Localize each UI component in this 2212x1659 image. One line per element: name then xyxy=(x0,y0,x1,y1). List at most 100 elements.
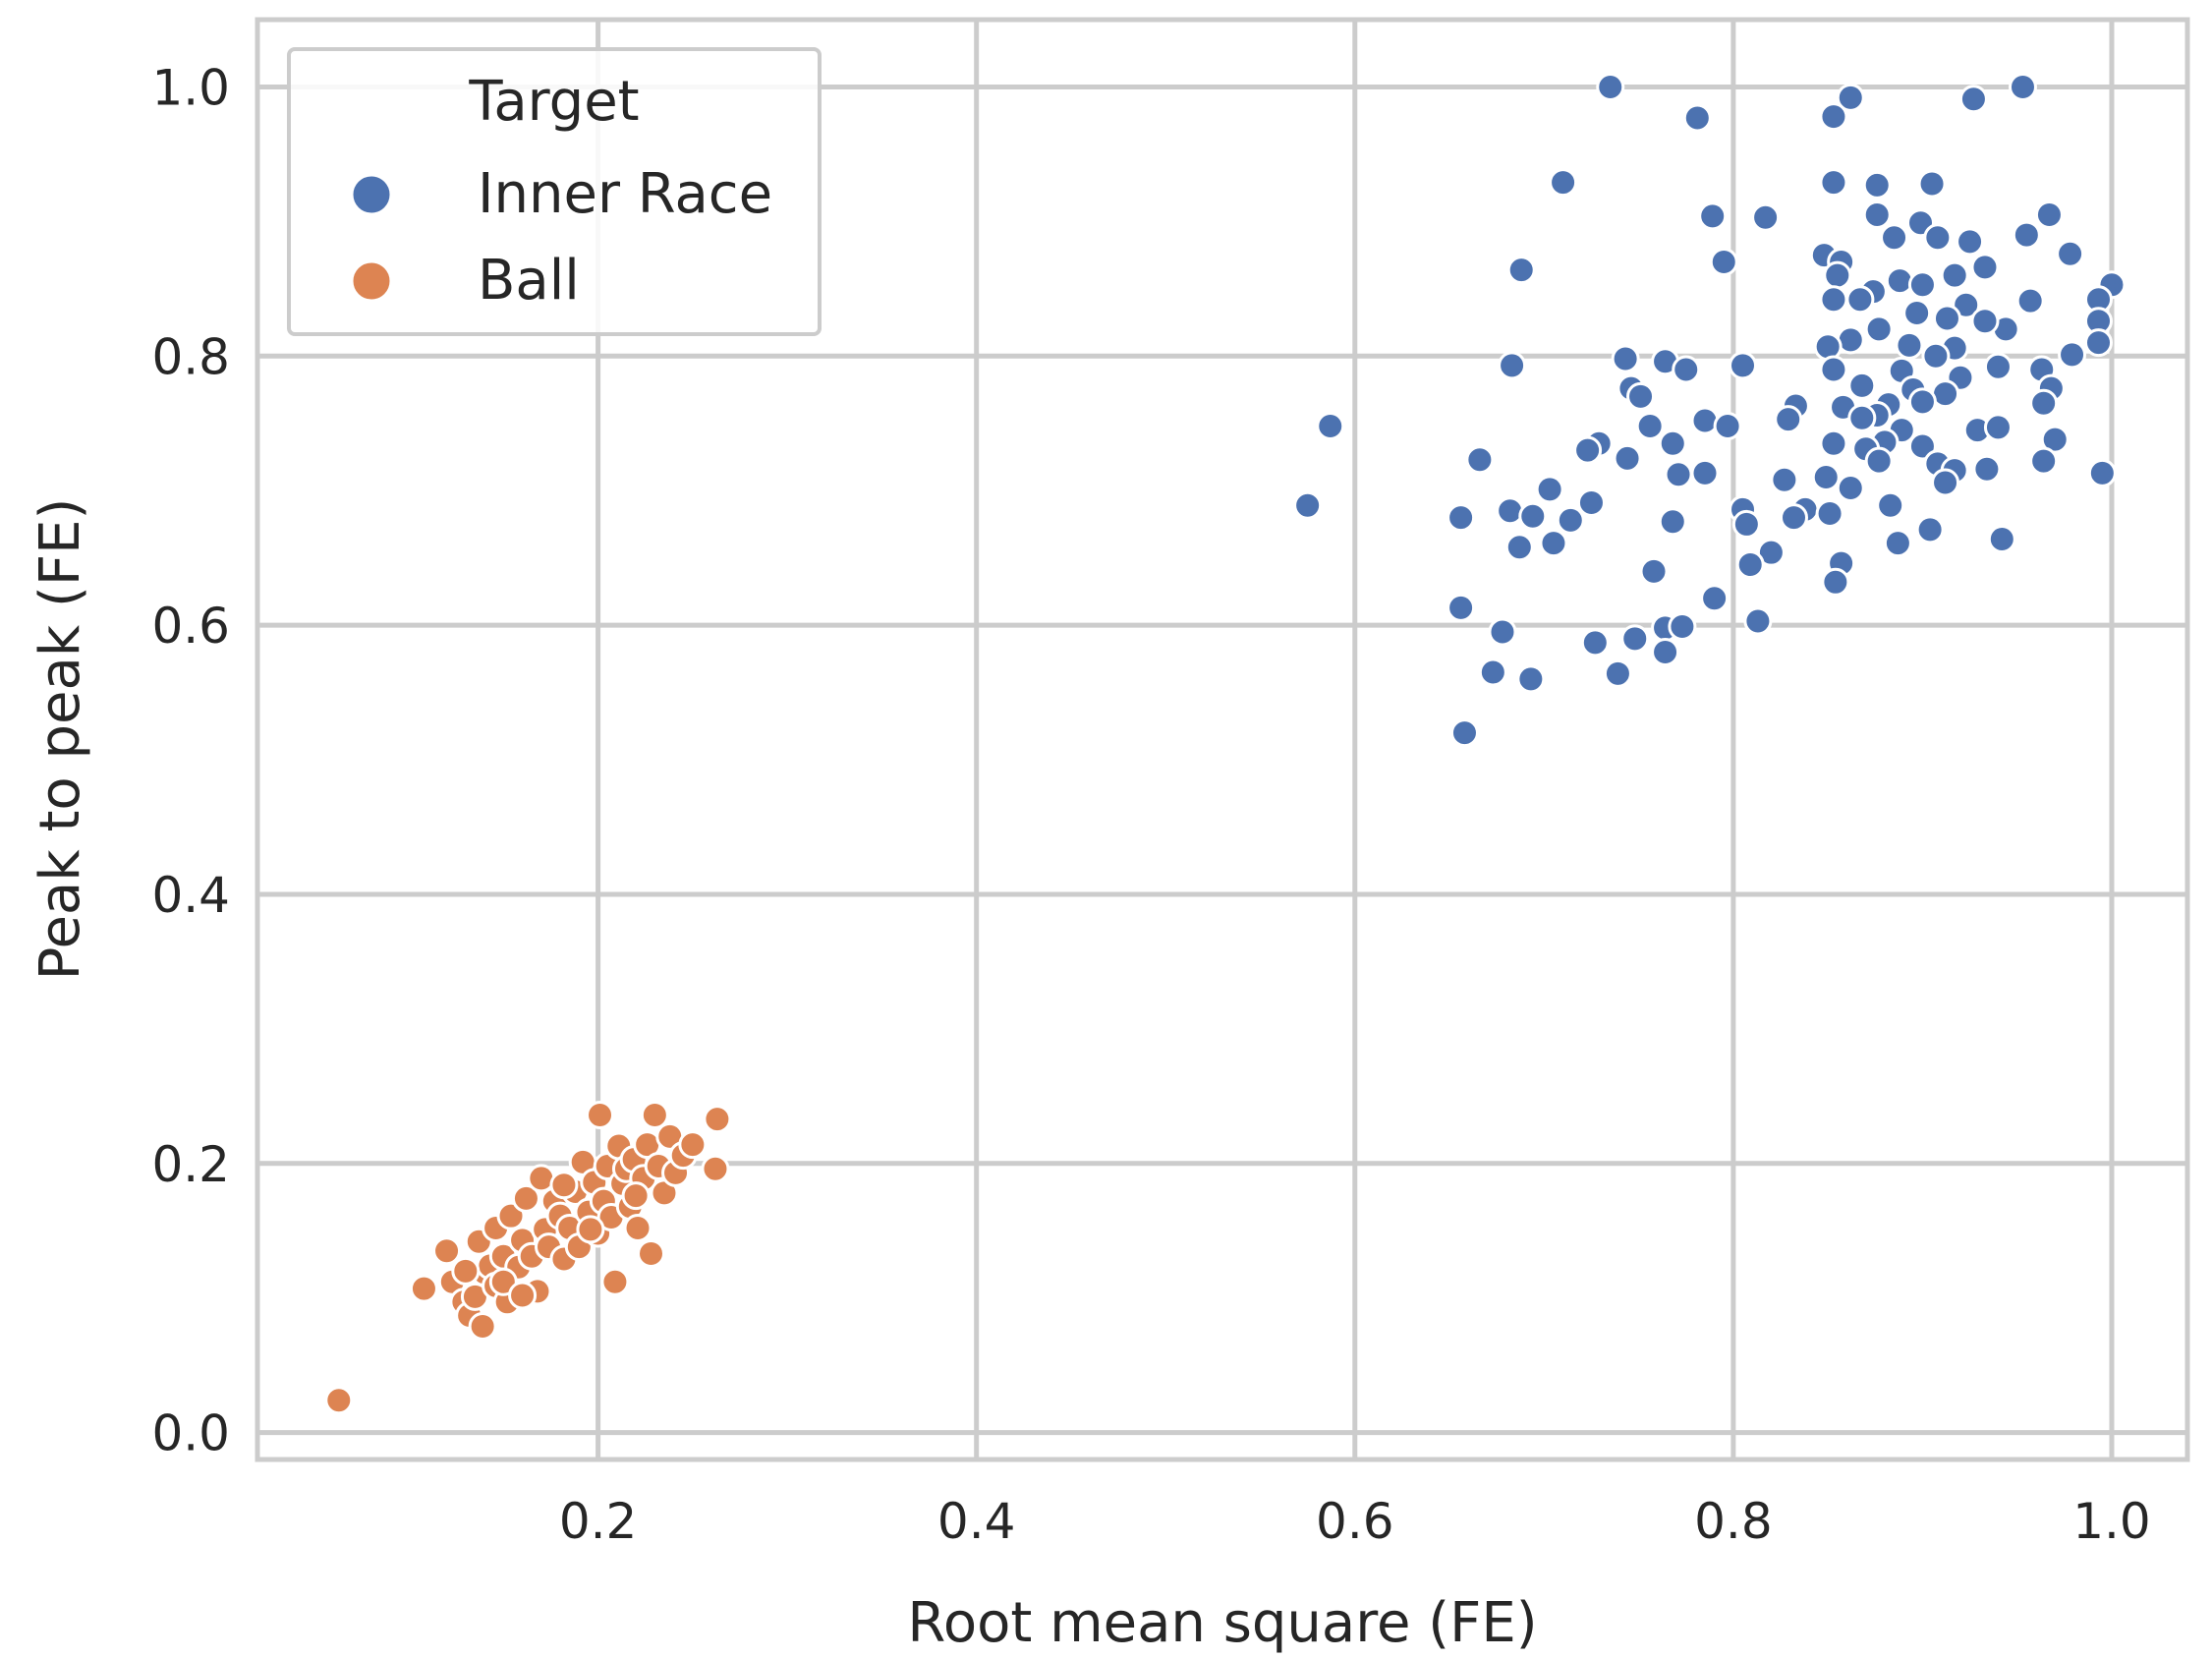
data-points xyxy=(324,72,2127,1415)
point-ball xyxy=(637,1239,666,1269)
point-inner-race xyxy=(1880,223,1909,253)
point-inner-race xyxy=(1449,718,1479,748)
point-inner-race xyxy=(1847,371,1877,400)
y-tick-label: 0.4 xyxy=(151,867,230,924)
point-inner-race xyxy=(1845,285,1875,315)
point-inner-race xyxy=(1819,168,1848,198)
point-inner-race xyxy=(1983,413,2013,442)
point-inner-race xyxy=(2008,72,2037,101)
point-inner-race xyxy=(1940,260,1969,290)
point-inner-race xyxy=(1821,567,1850,597)
point-inner-race xyxy=(2029,388,2059,418)
point-inner-race xyxy=(1895,330,1924,360)
legend-title: Target xyxy=(468,70,639,134)
x-tick-label: 1.0 xyxy=(2072,1493,2151,1550)
point-inner-race xyxy=(1751,202,1781,232)
point-inner-race xyxy=(1539,529,1568,558)
point-inner-race xyxy=(1819,102,1848,132)
legend: Target Inner Race Ball xyxy=(287,47,822,336)
point-inner-race xyxy=(1902,298,1932,327)
point-inner-race xyxy=(2012,220,2041,250)
point-inner-race xyxy=(1516,664,1546,694)
point-inner-race xyxy=(2029,446,2059,476)
point-inner-race xyxy=(1465,445,1495,475)
point-inner-race xyxy=(1756,538,1786,567)
point-inner-race xyxy=(1603,658,1632,688)
point-inner-race xyxy=(1743,606,1773,636)
point-ball xyxy=(623,1214,652,1243)
point-inner-race xyxy=(1779,503,1808,533)
grid-lines xyxy=(257,20,2187,1459)
point-inner-race xyxy=(1836,473,1865,502)
point-inner-race xyxy=(1815,498,1844,528)
point-ball xyxy=(511,1183,540,1213)
legend-label-inner-race: Inner Race xyxy=(478,162,772,226)
point-inner-race xyxy=(1626,381,1656,411)
point-inner-race xyxy=(1917,169,1947,199)
point-inner-race xyxy=(1573,435,1603,465)
point-ball xyxy=(576,1215,605,1244)
point-inner-race xyxy=(2087,458,2117,487)
point-inner-race xyxy=(1639,556,1669,586)
legend-marker-inner-race xyxy=(350,173,393,216)
x-tick-label: 0.4 xyxy=(937,1493,1016,1550)
point-inner-race xyxy=(1672,355,1701,384)
point-inner-race xyxy=(2056,239,2085,268)
point-inner-race xyxy=(1576,488,1606,518)
point-inner-race xyxy=(1580,628,1610,658)
point-ball xyxy=(678,1130,708,1160)
point-ball xyxy=(508,1281,538,1310)
point-inner-race xyxy=(1682,103,1712,133)
point-ball xyxy=(468,1311,497,1341)
y-tick-label: 0.2 xyxy=(151,1136,230,1193)
point-inner-race xyxy=(1664,460,1693,489)
point-inner-race xyxy=(1862,170,1892,200)
point-inner-race xyxy=(1651,638,1680,667)
point-ball xyxy=(324,1386,354,1415)
y-tick-label: 0.6 xyxy=(151,598,230,655)
point-inner-race xyxy=(2015,286,2045,315)
point-inner-race xyxy=(1923,223,1953,253)
point-inner-race xyxy=(1819,355,1848,384)
point-inner-race xyxy=(1620,624,1650,654)
point-ball xyxy=(703,1105,732,1134)
point-ball xyxy=(586,1100,615,1129)
point-inner-race xyxy=(1611,344,1640,373)
legend-box xyxy=(287,47,822,336)
point-inner-race xyxy=(1970,307,2000,336)
point-ball xyxy=(621,1181,651,1211)
legend-marker-ball xyxy=(350,259,393,303)
point-ball xyxy=(432,1236,462,1266)
x-tick-labels: 0.2 0.4 0.6 0.8 1.0 xyxy=(559,1493,2151,1550)
point-inner-race xyxy=(1658,429,1687,458)
point-inner-race xyxy=(1316,411,1345,440)
point-inner-race xyxy=(1668,611,1697,641)
point-inner-race xyxy=(1293,490,1323,520)
point-inner-race xyxy=(1864,446,1894,476)
point-inner-race xyxy=(2058,340,2087,370)
point-ball xyxy=(701,1154,730,1183)
point-inner-race xyxy=(1813,332,1843,362)
point-inner-race xyxy=(1700,584,1730,613)
point-inner-race xyxy=(1883,529,1912,558)
point-inner-race xyxy=(1506,256,1536,285)
point-ball xyxy=(488,1267,518,1296)
point-inner-race xyxy=(1864,315,1894,344)
point-inner-race xyxy=(1956,227,1985,257)
x-tick-label: 0.6 xyxy=(1316,1493,1394,1550)
point-inner-race xyxy=(1876,490,1905,520)
point-inner-race xyxy=(1952,290,1981,319)
point-inner-race xyxy=(1958,85,1988,114)
point-inner-race xyxy=(1885,266,1914,296)
point-inner-race xyxy=(1915,515,1945,544)
point-inner-race xyxy=(1556,505,1585,535)
point-inner-race xyxy=(1770,465,1799,494)
point-inner-race xyxy=(1819,285,1848,315)
point-ball xyxy=(451,1256,481,1286)
point-inner-race xyxy=(1811,463,1841,492)
point-inner-race xyxy=(1446,503,1476,533)
x-axis-title: Root mean square (FE) xyxy=(907,1591,1537,1655)
point-inner-race xyxy=(1478,658,1507,687)
point-ball xyxy=(600,1267,630,1296)
